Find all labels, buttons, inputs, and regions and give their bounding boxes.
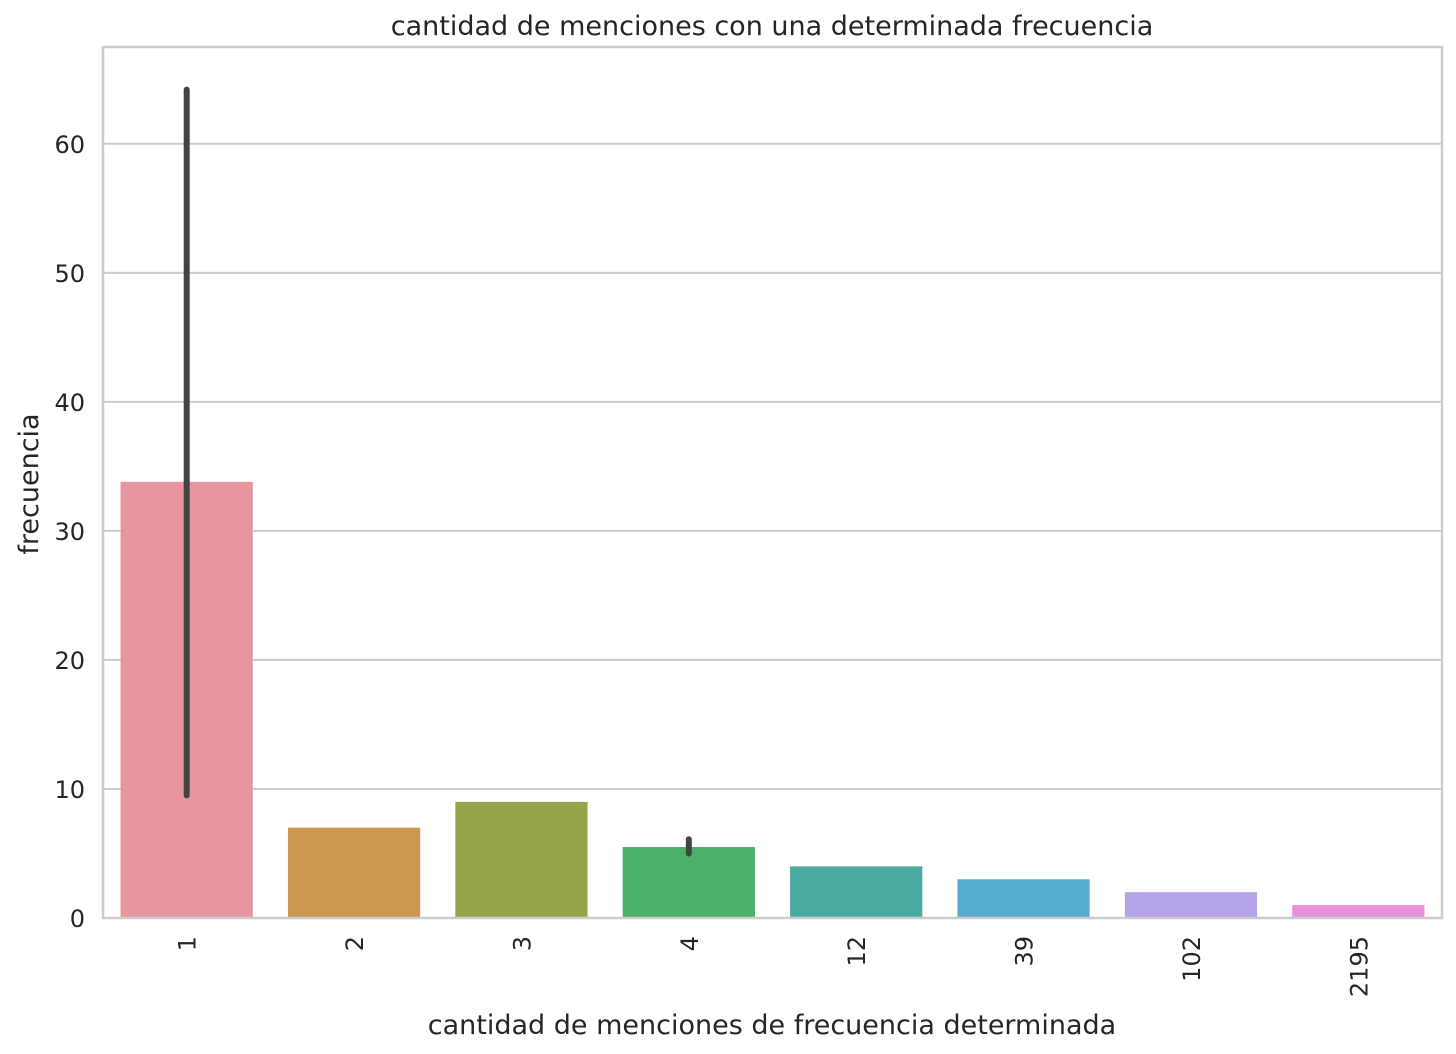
error-bars (183, 86, 692, 857)
y-tick-label: 30 (54, 518, 85, 546)
y-tick-label: 10 (54, 776, 85, 804)
gridlines (103, 142, 1442, 790)
chart-title: cantidad de menciones con una determinad… (391, 11, 1154, 42)
x-tick-label: 39 (1011, 936, 1039, 967)
x-tick-label: 102 (1178, 936, 1206, 982)
y-tick-label: 50 (54, 260, 85, 288)
x-tick-label: 2 (341, 936, 369, 951)
x-tick-label: 2195 (1345, 936, 1373, 997)
plot-frame (101, 45, 1444, 920)
y-tick-label: 0 (70, 905, 85, 933)
bar-2195 (1292, 905, 1425, 918)
bar-39 (957, 879, 1090, 918)
bars (120, 481, 1425, 918)
x-tick-label: 4 (676, 936, 704, 951)
y-tick-label: 20 (54, 647, 85, 675)
bar-2 (287, 827, 421, 918)
x-tick-labels: 1 2 3 4 12 39 102 2195 (174, 936, 1374, 997)
x-tick-label: 1 (174, 936, 202, 951)
bar-12 (790, 866, 923, 918)
x-axis-label: cantidad de menciones de frecuencia dete… (428, 1010, 1116, 1041)
y-axis-label: frecuencia (14, 413, 45, 554)
bar-3 (455, 801, 588, 918)
y-tick-label: 40 (54, 389, 85, 417)
bar-4 (622, 847, 755, 918)
x-tick-label: 3 (508, 936, 536, 951)
x-tick-label: 12 (843, 936, 871, 967)
y-tick-label: 60 (54, 131, 85, 159)
y-tick-labels: 0 10 20 30 40 50 60 (54, 131, 85, 933)
bar-102 (1124, 892, 1258, 918)
